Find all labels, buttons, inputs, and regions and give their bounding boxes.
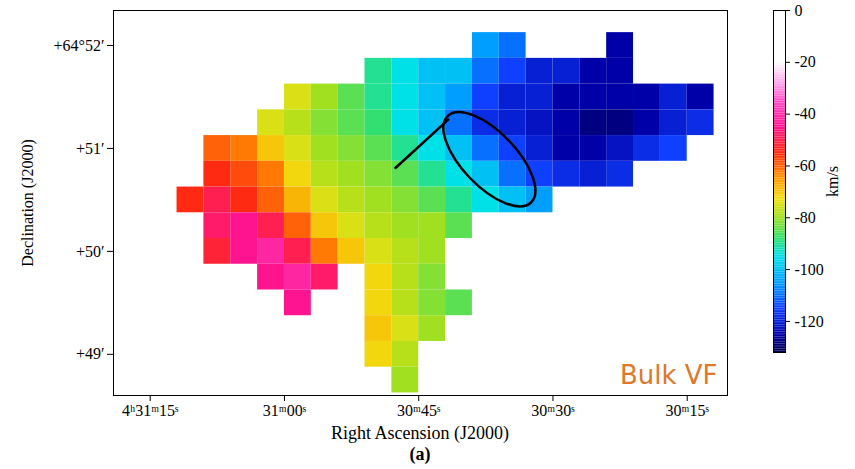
svg-text:30ᵐ15ˢ: 30ᵐ15ˢ (666, 402, 710, 419)
svg-text:4ʰ31ᵐ15ˢ: 4ʰ31ᵐ15ˢ (122, 402, 179, 419)
svg-text:-100: -100 (795, 261, 824, 278)
svg-text:31ᵐ00ˢ: 31ᵐ00ˢ (263, 402, 307, 419)
svg-text:-20: -20 (795, 53, 816, 70)
svg-text:30ᵐ45ˢ: 30ᵐ45ˢ (397, 402, 441, 419)
svg-text:+51′: +51′ (76, 140, 105, 157)
svg-text:-60: -60 (795, 157, 816, 174)
svg-text:+64°52′: +64°52′ (54, 37, 105, 54)
svg-text:-80: -80 (795, 209, 816, 226)
svg-text:0: 0 (795, 2, 803, 19)
svg-text:Bulk VF: Bulk VF (620, 360, 718, 390)
svg-text:-120: -120 (795, 313, 824, 330)
svg-text:+50′: +50′ (76, 243, 105, 260)
svg-text:-40: -40 (795, 105, 816, 122)
svg-text:+49′: +49′ (76, 345, 105, 362)
html-text:Right Ascension (J2000): Right Ascension (J2000) (331, 423, 509, 443)
svg-text:km/s: km/s (824, 166, 841, 197)
html-text:(a): (a) (409, 444, 431, 464)
svg-text:30ᵐ30ˢ: 30ᵐ30ˢ (531, 402, 575, 419)
svg-text:Declination (J2000): Declination (J2000) (19, 139, 37, 267)
